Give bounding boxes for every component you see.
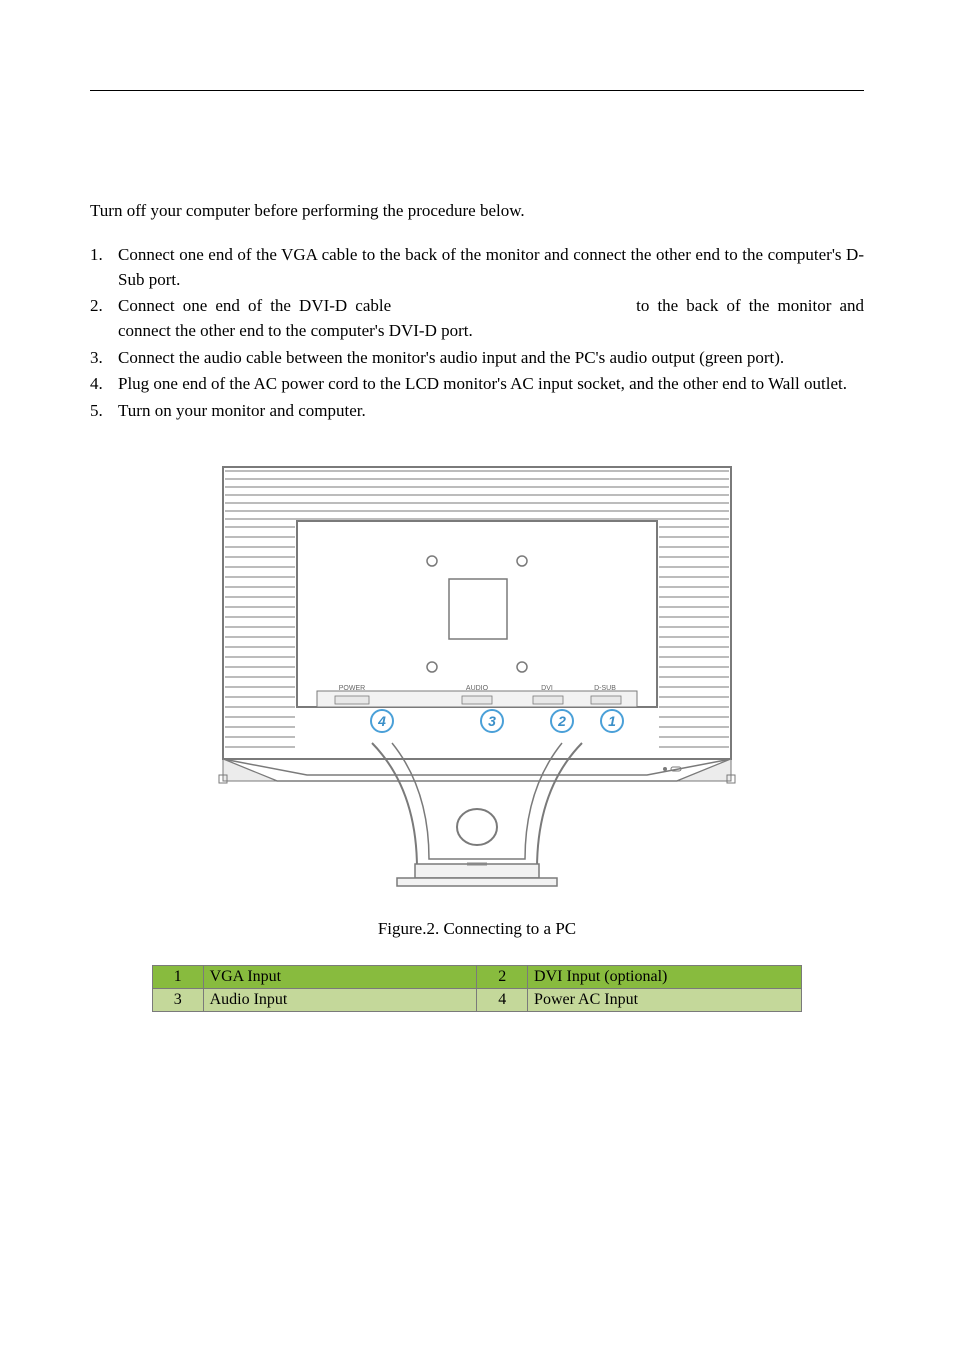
list-text: Turn on your monitor and computer. <box>118 399 864 424</box>
header-rule <box>90 90 864 91</box>
intro-text: Turn off your computer before performing… <box>90 201 864 221</box>
list-item: 3. Connect the audio cable between the m… <box>90 346 864 371</box>
legend-table: 1 VGA Input 2 DVI Input (optional) 3 Aud… <box>152 965 802 1012</box>
list-number: 5. <box>90 399 118 424</box>
svg-text:3: 3 <box>488 713 496 729</box>
svg-text:2: 2 <box>557 713 566 729</box>
list-item: 1. Connect one end of the VGA cable to t… <box>90 243 864 292</box>
svg-text:4: 4 <box>377 713 386 729</box>
list-text: Connect the audio cable between the moni… <box>118 346 864 371</box>
list-text: Connect one end of the VGA cable to the … <box>118 243 864 292</box>
port-label-dsub: D-SUB <box>594 685 616 692</box>
legend-label: Audio Input <box>203 989 477 1012</box>
figure-caption: Figure.2. Connecting to a PC <box>90 919 864 939</box>
port-label-dvi: DVI <box>541 685 553 692</box>
svg-text:1: 1 <box>608 713 616 729</box>
list-number: 2. <box>90 294 118 343</box>
list-item: 2. Connect one end of the DVI-D cableto … <box>90 294 864 343</box>
legend-label: DVI Input (optional) <box>528 966 802 989</box>
legend-label: Power AC Input <box>528 989 802 1012</box>
legend-num: 2 <box>477 966 528 989</box>
step2-pre: Connect one end of the DVI-D cable <box>118 296 391 315</box>
table-row: 1 VGA Input 2 DVI Input (optional) <box>153 966 802 989</box>
legend-label: VGA Input <box>203 966 477 989</box>
list-text: Connect one end of the DVI-D cableto the… <box>118 294 864 343</box>
monitor-rear-diagram: POWER AUDIO DVI D-SUB 4 3 2 1 <box>217 459 737 889</box>
list-number: 4. <box>90 372 118 397</box>
port-label-audio: AUDIO <box>466 685 489 692</box>
legend-num: 3 <box>153 989 204 1012</box>
list-number: 1. <box>90 243 118 292</box>
instruction-list: 1. Connect one end of the VGA cable to t… <box>90 243 864 423</box>
list-item: 5. Turn on your monitor and computer. <box>90 399 864 424</box>
callout-3: 3 <box>481 710 503 732</box>
list-text: Plug one end of the AC power cord to the… <box>118 372 864 397</box>
list-number: 3. <box>90 346 118 371</box>
list-item: 4. Plug one end of the AC power cord to … <box>90 372 864 397</box>
table-row: 3 Audio Input 4 Power AC Input <box>153 989 802 1012</box>
legend-num: 4 <box>477 989 528 1012</box>
callout-4: 4 <box>371 710 393 732</box>
legend-num: 1 <box>153 966 204 989</box>
callout-1: 1 <box>601 710 623 732</box>
port-label-power: POWER <box>339 685 365 692</box>
callout-2: 2 <box>551 710 573 732</box>
figure-container: POWER AUDIO DVI D-SUB 4 3 2 1 <box>90 459 864 889</box>
